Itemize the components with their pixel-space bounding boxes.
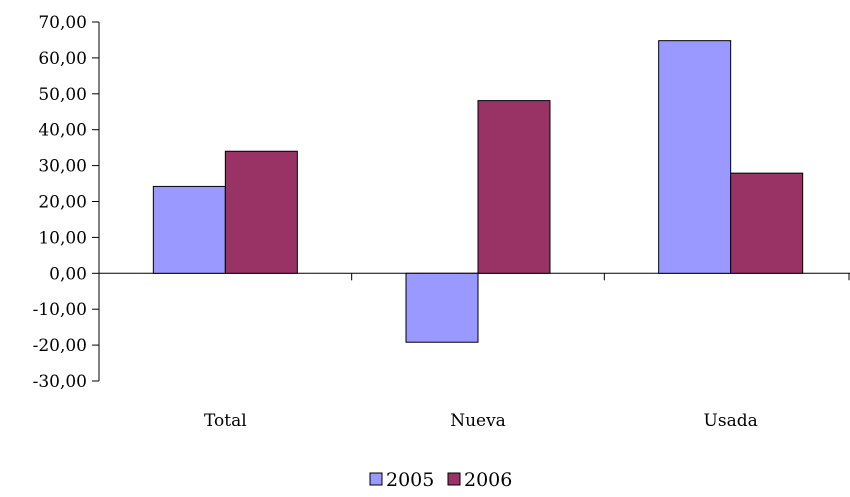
y-tick-label: 40,00	[38, 121, 87, 141]
bar-2006-usada	[730, 172, 804, 274]
bar-2005-usada	[658, 40, 732, 274]
legend: 2005 2006	[369, 469, 512, 491]
y-tick-label: 60,00	[38, 49, 87, 69]
bar-2006-nueva	[477, 100, 551, 274]
bar-2006-total	[224, 150, 298, 274]
y-tick-label: -10,00	[33, 300, 87, 320]
bars	[152, 40, 804, 343]
y-tick-label: -30,00	[33, 372, 87, 392]
bar-2005-total	[152, 185, 226, 274]
x-tick-label: Total	[204, 411, 247, 431]
y-tick-label: 70,00	[38, 13, 87, 33]
legend-swatch-2005	[369, 472, 383, 486]
y-tick-label: 10,00	[38, 228, 87, 248]
legend-label: 2005	[386, 469, 434, 491]
y-tick-label: -20,00	[33, 336, 87, 356]
bar-2005-nueva	[405, 272, 479, 343]
legend-swatch-2006	[447, 472, 461, 486]
x-tick-label: Nueva	[450, 411, 506, 431]
x-tick-label: Usada	[704, 411, 758, 431]
y-tick-label: 20,00	[38, 193, 87, 213]
y-tick-label: 50,00	[38, 85, 87, 105]
y-tick-label: 30,00	[38, 157, 87, 177]
y-tick-label: 0,00	[49, 264, 87, 284]
axis-labels: 70,00 60,00 50,00 40,00 30,00 20,00 10,00 0,00 -…	[33, 13, 758, 431]
legend-label: 2006	[464, 469, 512, 491]
